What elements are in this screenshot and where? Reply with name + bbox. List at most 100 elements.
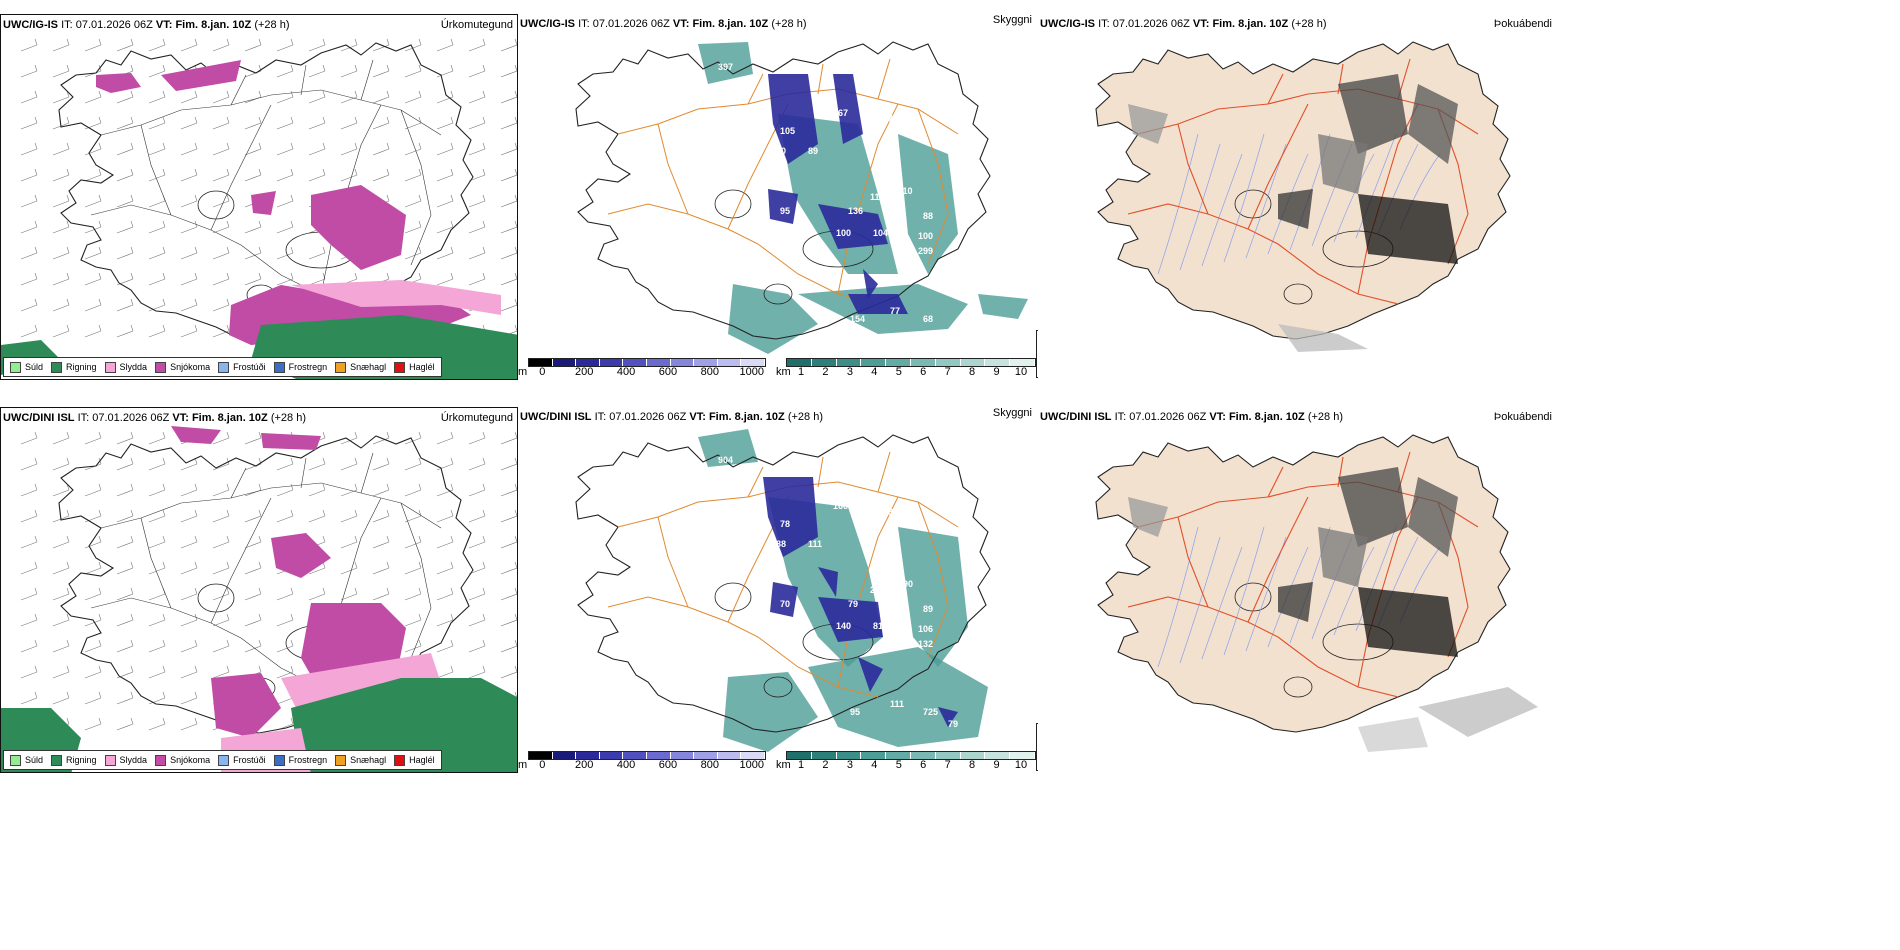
colorbar-tick: 3	[846, 366, 853, 378]
precip-type-panel-bottom: UWC/DINI ISL IT: 07.01.2026 06Z VT: Fim.…	[0, 407, 518, 773]
visibility-value-label: 105	[780, 126, 795, 136]
colorbar-tick: 8	[969, 759, 976, 771]
colorbar-unit: m	[518, 366, 528, 378]
visibility-value-label: 238	[870, 585, 885, 595]
colorbar-tick: 10	[1014, 366, 1028, 378]
colorbar-tick: 200	[574, 366, 594, 378]
visibility-value-label: 841	[888, 507, 903, 517]
legend-label: Rigning	[66, 362, 97, 372]
cloud-map	[1095, 434, 1538, 752]
colorbar-tick: 1	[797, 759, 805, 771]
legend-label: Frostúði	[233, 362, 266, 372]
legend-label: Rigning	[66, 755, 97, 765]
panel-title: UWC/IG-IS IT: 07.01.2026 06Z VT: Fim. 8.…	[3, 19, 290, 31]
legend-label: Slydda	[119, 362, 148, 372]
colorbar-tick: 1000	[739, 366, 764, 378]
precip-type-panel-top: UWC/IG-IS IT: 07.01.2026 06Z VT: Fim. 8.…	[0, 14, 518, 380]
colorbar-tick: 600	[658, 366, 678, 378]
visibility-value-label: 288	[978, 734, 993, 744]
visibility-value-label: 95	[948, 326, 958, 336]
visibility-value-label: 104	[873, 228, 888, 238]
legend-label: Slydda	[119, 755, 148, 765]
legend-item: Slydda	[104, 361, 148, 373]
colorbar-unit: km	[776, 366, 791, 378]
legend-swatch	[104, 361, 116, 373]
precip-type-legend: Súld Rigning Slydda Snjókoma Frostúði Frostre…	[3, 750, 442, 770]
legend-label: Snjókoma	[170, 755, 211, 765]
visibility-panel-top: UWC/IG-IS IT: 07.01.2026 06Z VT: Fim. 8.…	[518, 14, 1038, 380]
visibility-value-label: 70	[780, 599, 790, 609]
legend-swatch	[104, 754, 116, 766]
panel-name-visibility: Skyggni	[992, 14, 1032, 26]
visibility-value-label: 81	[873, 621, 883, 631]
colorbar-strip	[528, 751, 766, 760]
panel-name-cloud: Þokuábendi	[1493, 411, 1552, 423]
visibility-value-label: 95	[850, 707, 860, 717]
precip-type-legend: Súld Rigning Slydda Snjókoma Frostúði Frostre…	[3, 357, 442, 377]
colorbar-tick: 2	[822, 759, 829, 771]
visibility-map: 904 78 88 111 166 841 70 79 140 81 89 106 132 111 725 9…	[575, 429, 993, 754]
visibility-value-label: 77	[888, 114, 898, 124]
legend-item: Frostregn	[273, 361, 328, 373]
colorbar-tick: 600	[658, 759, 678, 771]
visibility-value-label: 79	[948, 719, 958, 729]
visibility-value-label: 111	[890, 699, 904, 709]
colorbar-tick: 1000	[739, 759, 764, 771]
colorbar-tick: 0	[539, 759, 546, 771]
visibility-value-label: 167	[833, 108, 848, 118]
visibility-value-label: 88	[776, 539, 786, 549]
visibility-value-label: 645	[818, 344, 833, 354]
visibility-colorbar: km 1 2 3 4 5 6 7 8 9 10	[776, 358, 1036, 380]
legend-item: Rigning	[51, 361, 97, 373]
colorbar-tick: 6	[920, 759, 927, 771]
legend-label: Súld	[25, 755, 44, 765]
legend-item: Snjókoma	[155, 754, 211, 766]
legend-label: Frostregn	[288, 755, 328, 765]
colorbar-tick: 8	[969, 366, 976, 378]
visibility-value-label: 154	[850, 314, 865, 324]
legend-swatch	[394, 754, 406, 766]
colorbar-strip	[528, 358, 766, 367]
panel-title: UWC/DINI ISL IT: 07.01.2026 06Z VT: Fim.…	[3, 412, 306, 424]
colorbar-tick: 6	[920, 366, 927, 378]
colorbar-strip	[786, 358, 1036, 367]
visibility-value-label: 390	[898, 579, 913, 589]
colorbar-unit: m	[518, 759, 528, 771]
legend-swatch	[51, 361, 63, 373]
colorbar-tick: 7	[944, 366, 951, 378]
colorbar-tick: 5	[895, 366, 902, 378]
visibility-value-label: 140	[836, 621, 851, 631]
legend-item: Súld	[10, 361, 43, 373]
colorbar-tick: 5	[895, 759, 902, 771]
visibility-value-label: 66	[958, 744, 968, 754]
visibility-value-label: 68	[923, 314, 933, 324]
visibility-value-label: 299	[918, 246, 933, 256]
legend-swatch	[394, 361, 406, 373]
colorbar-tick: 7	[944, 759, 951, 771]
precip-type-map	[1, 38, 517, 379]
visibility-value-label: 904	[718, 455, 733, 465]
ceiling-colorbar: m 0 200 400 600 800 1000	[518, 358, 766, 380]
visibility-value-label: 77	[890, 306, 900, 316]
panel-title: UWC/IG-IS IT: 07.01.2026 06Z VT: Fim. 8.…	[520, 18, 807, 30]
visibility-panel-bottom: UWC/DINI ISL IT: 07.01.2026 06Z VT: Fim.…	[518, 407, 1038, 773]
precip-type-map	[1, 426, 517, 772]
legend-swatch	[273, 361, 285, 373]
cloud-panel-bottom: UWC/DINI ISL IT: 07.01.2026 06Z VT: Fim.…	[1038, 407, 1558, 773]
cloud-map	[1095, 41, 1511, 352]
colorbar-tick: 2	[822, 366, 829, 378]
legend-label: Snjókoma	[170, 362, 211, 372]
colorbar-tick: 4	[871, 759, 878, 771]
visibility-value-label: 90	[776, 146, 786, 156]
visibility-value-label: 725	[923, 707, 938, 717]
legend-swatch	[335, 361, 347, 373]
legend-swatch	[218, 754, 230, 766]
panel-name-precip-type: Úrkomutegund	[440, 412, 513, 424]
legend-swatch	[335, 754, 347, 766]
visibility-map: 397 105 90 89 167 77 95 136 100 104 88 100 299 77 68 15…	[575, 41, 1028, 354]
legend-label: Snæhagl	[350, 362, 387, 372]
legend-item: Frostúði	[218, 361, 266, 373]
legend-item: Frostregn	[273, 754, 328, 766]
legend-label: Frostregn	[288, 362, 328, 372]
visibility-value-label: 111	[808, 539, 822, 549]
